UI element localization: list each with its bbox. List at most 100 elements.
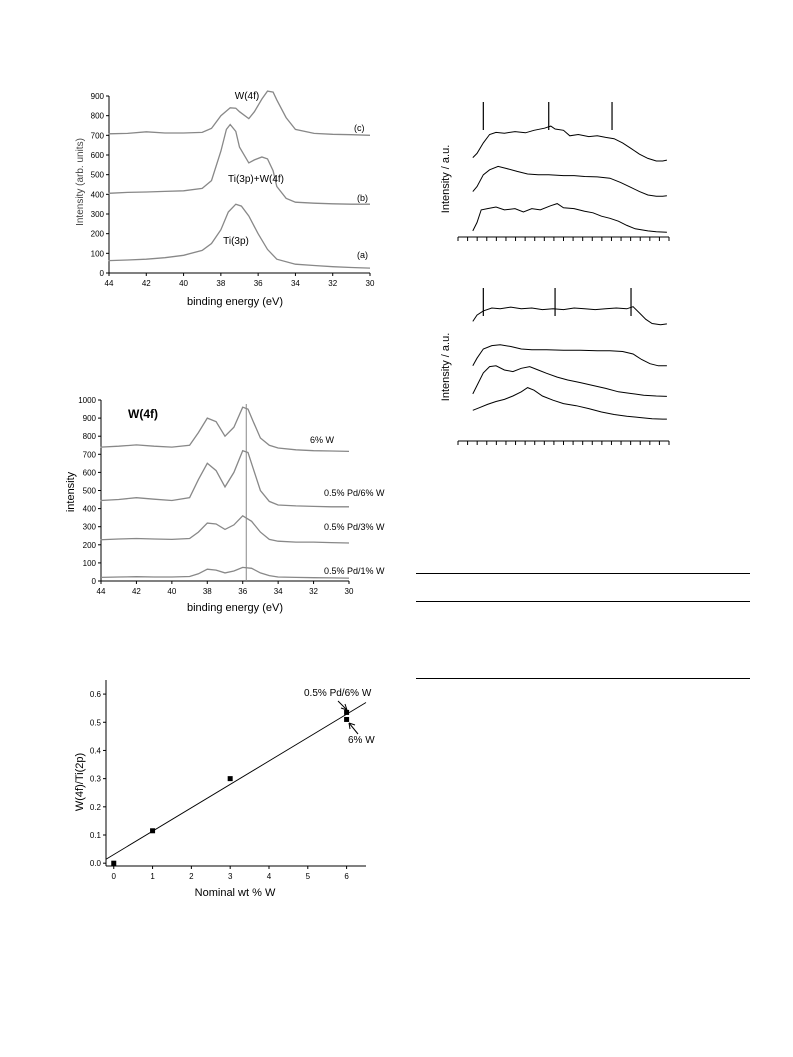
curve-label-a: (a) [357,250,368,260]
series-line-2 [100,449,349,508]
y-tick-label: 0.1 [90,831,102,840]
arrow-pd6w [337,700,348,711]
data-point-0 [111,860,117,866]
y-tick-label: 900 [83,414,97,423]
table-rule-top [416,573,750,574]
data-point-1 [150,828,156,834]
y-tick-label: 600 [83,468,97,477]
x-tick-label: 3 [228,872,233,881]
y-axis-label: Intensity (arb. units) [75,138,86,226]
y-axis-label: Intensity / a.u. [440,145,452,213]
y-tick-label: 0.5 [90,718,102,727]
x-tick-label: 38 [203,587,212,596]
x-tick-label: 2 [189,872,194,881]
series-line-0 [108,203,371,269]
y-tick-label: 600 [91,151,105,160]
spectrum-curve-1 [472,165,667,197]
y-tick-label: 0.0 [90,859,102,868]
spectrum-curve-2 [472,365,667,397]
data-point-3 [344,709,350,715]
x-tick-label: 44 [105,279,114,288]
arrow-6w [348,722,359,735]
y-axis-label: intensity [65,471,77,512]
y-tick-label: 100 [91,249,105,258]
x-tick-label: 40 [167,587,176,596]
annotation-ti3p: Ti(3p) [223,236,249,247]
fit-line [105,702,367,860]
spectrum-curve-0 [472,125,668,162]
annotation-pd6w: 0.5% Pd/6% W [304,688,372,699]
y-tick-label: 800 [83,432,97,441]
spectra-chart-bottom: Intensity / a.u. [440,288,670,445]
arrow-head-6w [348,722,356,730]
y-tick-label: 0 [100,269,105,278]
y-tick-label: 0 [92,577,97,586]
y-tick-label: 300 [83,523,97,532]
x-tick-label: 40 [179,279,188,288]
series-line-1 [100,514,350,544]
curve-label-pd3w: 0.5% Pd/3% W [324,522,385,532]
curve-label-pd1w: 0.5% Pd/1% W [324,566,385,576]
y-tick-label: 1000 [78,396,96,405]
spectrum-curve-0 [472,306,667,326]
x-tick-label: 44 [97,587,106,596]
x-tick-label: 5 [306,872,311,881]
y-tick-label: 100 [83,559,97,568]
data-point-2 [227,776,233,782]
y-tick-label: 400 [91,190,105,199]
x-tick-label: 34 [291,279,300,288]
spectrum-curve-1 [472,344,667,367]
x-tick-label: 36 [238,587,247,596]
y-tick-label: 900 [91,92,105,101]
annotation-6w: 6% W [348,735,375,746]
x-tick-label: 0 [112,872,117,881]
y-tick-label: 400 [83,505,97,514]
table-rule-header [416,601,750,602]
y-tick-label: 300 [91,210,105,219]
x-tick-label: 34 [274,587,283,596]
annotation-w4f: W(4f) [235,91,259,102]
series-line-0 [100,566,350,579]
y-tick-label: 200 [83,541,97,550]
y-tick-label: 0.2 [90,803,102,812]
y-tick-label: 0.4 [90,746,102,755]
spectra-chart-top: Intensity / a.u. [440,102,670,241]
y-tick-label: 700 [83,450,97,459]
x-tick-label: 32 [309,587,318,596]
xps-chart-a: 0 100 200 300 400 500 600 700 800 900 44 42 40 38 36 34… [75,90,375,308]
x-tick-label: 6 [344,872,349,881]
data-point-4 [344,716,350,722]
x-axis-label: binding energy (eV) [187,296,283,308]
y-tick-label: 0.3 [90,775,102,784]
x-tick-label: 30 [345,587,354,596]
curve-label-pd6w: 0.5% Pd/6% W [324,488,385,498]
x-axis-label: binding energy (eV) [187,602,283,614]
x-tick-label: 32 [328,279,337,288]
x-tick-label: 42 [142,279,151,288]
series-line-3 [100,406,350,453]
series-line-1 [108,123,370,205]
spectrum-curve-2 [472,203,667,233]
x-tick-label: 30 [366,279,375,288]
spectrum-curve-3 [472,387,667,420]
y-tick-label: 200 [91,230,105,239]
annotation-ti3p-w4f: Ti(3p)+W(4f) [228,174,284,185]
xps-chart-b: 0 100 200 300 400 500 600 700 800 900 1000 44 42 40 38… [65,396,385,614]
curve-label-6w: 6% W [310,435,335,445]
y-axis-label: Intensity / a.u. [440,333,452,401]
x-tick-label: 4 [267,872,272,881]
x-tick-label: 42 [132,587,141,596]
x-tick-label: 1 [150,872,155,881]
curve-label-b: (b) [357,193,368,203]
y-axis-label: W(4f)/Ti(2p) [74,753,86,811]
ratio-scatter-chart: 0.0 0.1 0.2 0.3 0.4 0.5 0.6 0 1 2 3 4 5 6 0.5% Pd/6% … [74,680,375,899]
y-tick-label: 0.6 [90,690,102,699]
x-tick-label: 36 [254,279,263,288]
y-tick-label: 700 [91,131,105,140]
chart-title-w4f: W(4f) [128,407,158,421]
curve-label-c: (c) [354,123,365,133]
series-line-2 [108,90,371,136]
arrow-head-pd6w [340,703,348,711]
y-tick-label: 500 [83,487,97,496]
x-tick-label: 38 [216,279,225,288]
